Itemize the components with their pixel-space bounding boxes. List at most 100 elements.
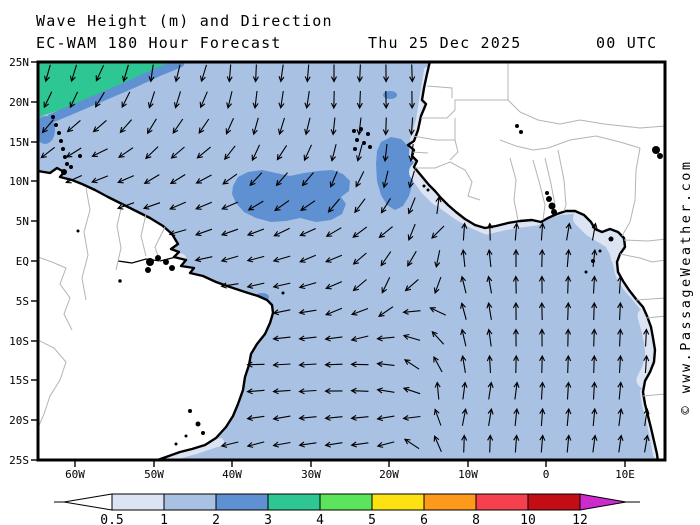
wave-arrow	[486, 222, 493, 241]
wave-arrow	[617, 354, 624, 374]
wave-arrow	[403, 359, 420, 370]
wave-arrow	[356, 64, 363, 83]
island	[65, 162, 69, 166]
scale-segment	[475, 493, 529, 511]
wave-arrow	[225, 117, 235, 135]
wave-arrow	[355, 171, 365, 188]
wave-arrow	[196, 146, 211, 159]
wave-arrow	[298, 282, 317, 290]
wave-arrow	[407, 197, 416, 215]
wave-arrow	[117, 175, 135, 184]
wave-arrow	[246, 255, 265, 263]
wave-arrow	[486, 354, 493, 374]
wave-arrow	[304, 64, 311, 83]
axis-labels: 25N 20N 15N 10N 5N EQ 5S 10S 15S 20S 25S 60W 50W 40W 3…	[9, 56, 635, 481]
scale-value-label: 4	[316, 513, 324, 525]
wave-arrow	[617, 301, 624, 321]
wave-arrow	[591, 354, 598, 374]
wave-arrow	[383, 90, 390, 110]
scale-segment	[215, 493, 269, 511]
latitude-label: 10N	[9, 175, 29, 188]
wave-arrow	[539, 381, 546, 400]
wave-arrow	[199, 91, 208, 109]
country-border	[509, 157, 519, 221]
wave-arrow	[330, 117, 337, 136]
inland-water	[201, 431, 205, 435]
scale-overflow-arrow	[579, 493, 627, 511]
wave-arrow	[299, 227, 316, 237]
wave-arrow	[486, 328, 493, 347]
wave-arrow	[299, 254, 317, 263]
country-border	[39, 339, 67, 427]
country-border	[623, 238, 664, 242]
wave-arrow	[119, 119, 133, 134]
wave-arrow	[539, 354, 546, 374]
wave-arrow	[538, 328, 545, 347]
wave-arrow	[330, 90, 337, 110]
wave-arrow	[65, 174, 83, 184]
wave-arrow	[433, 408, 442, 426]
wave-arrow	[298, 309, 317, 316]
wave-arrow	[246, 361, 265, 368]
scale-value-label: 10	[520, 513, 536, 525]
scale-value-label: 2	[212, 513, 220, 525]
wave-arrow	[65, 147, 82, 158]
island	[63, 155, 67, 159]
wave-arrow	[434, 250, 441, 268]
wave-arrow	[324, 388, 343, 395]
inland-water	[76, 229, 80, 233]
wave-arrow	[538, 275, 545, 294]
wave-arrow	[356, 117, 363, 136]
country-border	[635, 297, 664, 301]
wave-arrow	[591, 301, 598, 321]
wave-arrow	[350, 387, 369, 394]
wave-arrow	[220, 228, 239, 237]
scale-value-label: 1	[160, 513, 168, 525]
wave-patch-small	[383, 91, 397, 99]
wave-arrow	[643, 354, 650, 374]
wave-arrow	[512, 301, 519, 321]
wave-arrow	[198, 118, 210, 134]
country-border	[421, 63, 509, 119]
wave-arrow	[224, 145, 236, 161]
inland-water	[551, 209, 557, 215]
longitude-label: 40W	[222, 468, 242, 481]
island	[61, 147, 65, 151]
inland-water	[195, 421, 201, 427]
latitude-label: 5S	[16, 295, 29, 308]
wave-arrow	[298, 388, 317, 395]
country-border	[532, 159, 546, 221]
latitude-label: 20S	[9, 414, 29, 427]
island	[353, 147, 357, 151]
wave-arrow	[376, 335, 395, 342]
longitude-label: 10E	[615, 468, 635, 481]
wave-arrow	[404, 278, 419, 292]
latitude-label: 10S	[9, 335, 29, 348]
wave-arrow	[376, 441, 395, 448]
wave-arrow	[352, 252, 367, 265]
island	[352, 129, 356, 133]
wave-arrow	[591, 328, 598, 347]
wave-arrow	[407, 170, 415, 189]
wave-arrow	[298, 335, 317, 342]
scale-segment	[319, 493, 373, 511]
wave-arrow	[378, 306, 394, 317]
wave-arrow	[376, 387, 395, 394]
wave-arrow	[513, 434, 520, 453]
wave-arrow	[324, 361, 343, 368]
wave-arrow	[274, 200, 290, 212]
wave-arrow	[329, 170, 338, 188]
wave-arrow	[461, 381, 468, 400]
wave-arrow	[376, 361, 395, 368]
scale-value-label: 5	[368, 513, 376, 525]
wave-arrow	[252, 64, 259, 83]
wave-arrow	[277, 117, 286, 136]
wave-arrow	[434, 381, 441, 400]
longitude-label: 30W	[301, 468, 321, 481]
country-border	[507, 99, 664, 129]
wave-arrow	[565, 381, 572, 400]
wave-arrow	[298, 441, 317, 448]
wave-arrow	[324, 307, 343, 316]
wave-arrow	[143, 174, 160, 185]
wave-arrow	[382, 144, 389, 163]
